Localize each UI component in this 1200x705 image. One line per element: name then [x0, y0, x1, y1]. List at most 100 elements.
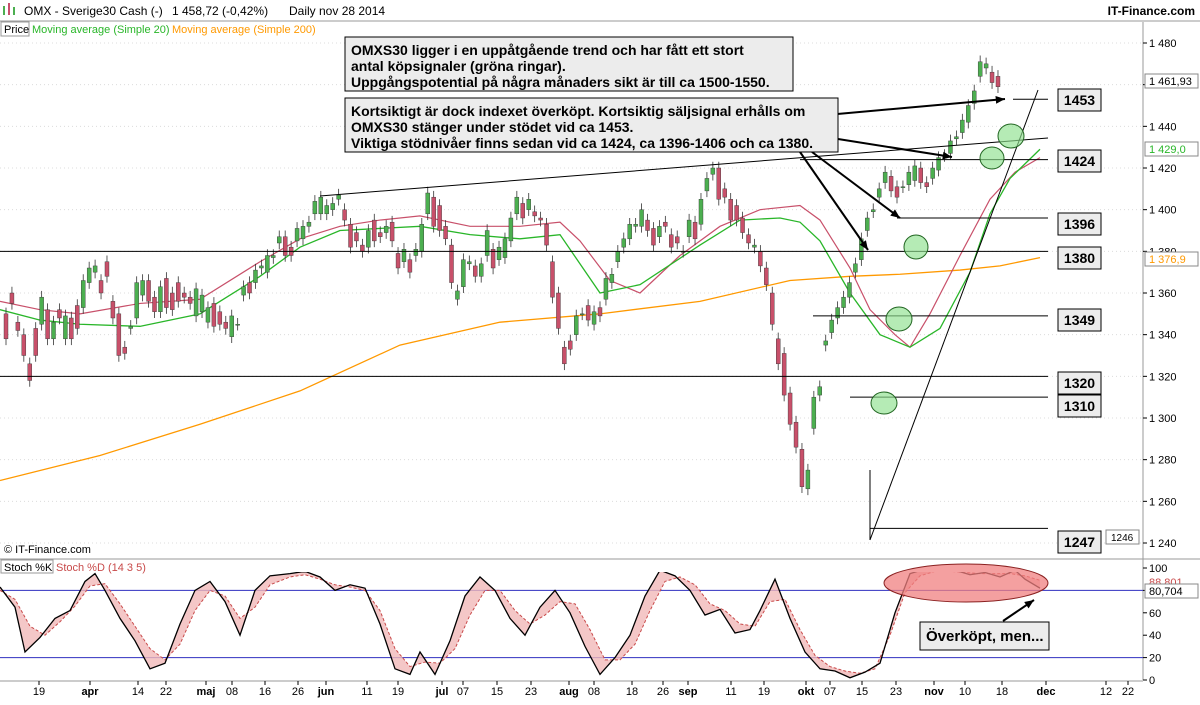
candle-body: [972, 90, 977, 104]
candle-body: [663, 221, 668, 227]
price-tick-label: 1 340: [1149, 330, 1177, 342]
candle-body: [211, 303, 217, 327]
copyright-label: © IT-Finance.com: [4, 544, 91, 556]
candle-body: [318, 196, 324, 215]
candle-body: [467, 261, 472, 265]
candle-body: [378, 232, 383, 237]
x-tick-label: 19: [392, 686, 404, 698]
x-tick-label: 08: [226, 686, 238, 698]
candle-body: [360, 244, 365, 252]
candle-body: [229, 315, 234, 337]
x-tick-label: 19: [33, 686, 45, 698]
candle-body: [841, 296, 846, 308]
price-tick-label: 1 480: [1149, 38, 1177, 50]
stoch-overlay: Överköpt, men...: [883, 563, 1050, 651]
candle-body: [473, 265, 478, 277]
candle-body: [585, 305, 591, 321]
candle-body: [128, 326, 133, 329]
analysis-overlay: 1453 1424 1396 1380 1349 1320 1310 1247: [0, 88, 1102, 622]
overbought-label-box: [919, 621, 1050, 651]
candle-body: [692, 221, 698, 240]
candle-body: [966, 105, 971, 123]
candle-body: [669, 234, 674, 248]
candle-body: [259, 265, 264, 269]
candle-body: [544, 224, 549, 246]
support-trendline: [869, 89, 1039, 541]
candle-body: [728, 199, 733, 221]
candle-body: [455, 290, 460, 300]
candle-body: [621, 238, 626, 248]
candle-body: [484, 230, 490, 256]
overbought-label: Överköpt, men...: [926, 628, 1044, 645]
stoch-fill: [0, 572, 1040, 678]
resistance-trendline: [319, 137, 1049, 197]
stoch-k-value-box: [1144, 583, 1199, 599]
candle-body: [758, 251, 763, 267]
candle-body: [27, 363, 32, 381]
brand-label: IT-Finance.com: [1108, 4, 1195, 18]
x-tick-label: 15: [491, 686, 503, 698]
stoch-k-value: 80,704: [1149, 586, 1183, 598]
candle-body: [45, 309, 50, 340]
candle-body: [277, 236, 282, 244]
candle-body: [241, 286, 246, 296]
candle-body: [930, 167, 935, 179]
candle-body: [354, 232, 359, 242]
candle-body: [140, 280, 145, 296]
candle-body: [181, 292, 187, 298]
arrow-to-1396: [811, 151, 901, 219]
candle-body: [591, 311, 597, 325]
legend-price: Price: [4, 24, 29, 36]
support-label-box-1380: [1057, 246, 1102, 270]
candle-body: [57, 309, 62, 319]
candle-body: [579, 313, 585, 316]
candle-body: [366, 230, 371, 248]
candle-body: [704, 178, 710, 192]
x-tick-label: 22: [1122, 686, 1134, 698]
candle-body: [526, 199, 531, 210]
support-label-1380: 1380: [1064, 250, 1095, 266]
arrow-to-1380-head: [859, 240, 868, 250]
arrow-to-1424-head: [942, 151, 952, 160]
ma20-value-label: 1 429,0: [1149, 144, 1186, 156]
candle-body: [223, 321, 228, 329]
candle-body: [770, 292, 775, 325]
candle-body: [811, 396, 817, 429]
candle-body: [853, 263, 858, 273]
support-label-box-1247: [1057, 530, 1102, 554]
price-tick-label: 1 260: [1149, 496, 1177, 508]
candle-body: [152, 296, 157, 312]
x-tick-label: 18: [626, 686, 638, 698]
buy-signal-ring: [903, 234, 929, 260]
candle-body: [15, 321, 21, 331]
annotation-overbought-line-3: Viktiga stödnivåer finns sedan vid ca 14…: [351, 135, 813, 151]
candle-body: [835, 307, 840, 319]
annotation-trend-line-1: OMXS30 ligger i en uppåtgående trend och…: [351, 42, 744, 58]
x-tick-label: apr: [81, 686, 99, 698]
stoch-d-line: [0, 572, 1041, 674]
candle-body: [716, 167, 721, 200]
candle-body: [437, 205, 442, 231]
candle-body: [146, 280, 151, 302]
candle-body: [282, 236, 288, 256]
candle-body: [312, 201, 318, 215]
title-bar: [0, 0, 1200, 21]
candle-body: [479, 263, 484, 277]
candle-body: [407, 259, 413, 273]
support-label-1310: 1310: [1064, 398, 1095, 414]
price-legend: Price Moving average (Simple 20) Moving …: [0, 21, 316, 37]
candle-body: [514, 196, 520, 215]
x-tick-label: 07: [824, 686, 836, 698]
candle-body: [431, 196, 436, 227]
x-tick-label: sep: [679, 686, 698, 698]
buy-signal-ring: [979, 146, 1005, 170]
candle-body: [265, 255, 270, 273]
candle-body: [520, 203, 525, 219]
price-tick-label: 1 300: [1149, 413, 1177, 425]
stoch-plot: [0, 572, 1041, 679]
x-tick-label: maj: [197, 686, 216, 698]
x-tick-label: 11: [725, 686, 736, 698]
candle-body: [247, 282, 252, 294]
annotation-box-overbought: Kortsiktigt är dock indexet överköpt. Ko…: [344, 97, 839, 153]
x-tick-label: 18: [996, 686, 1008, 698]
